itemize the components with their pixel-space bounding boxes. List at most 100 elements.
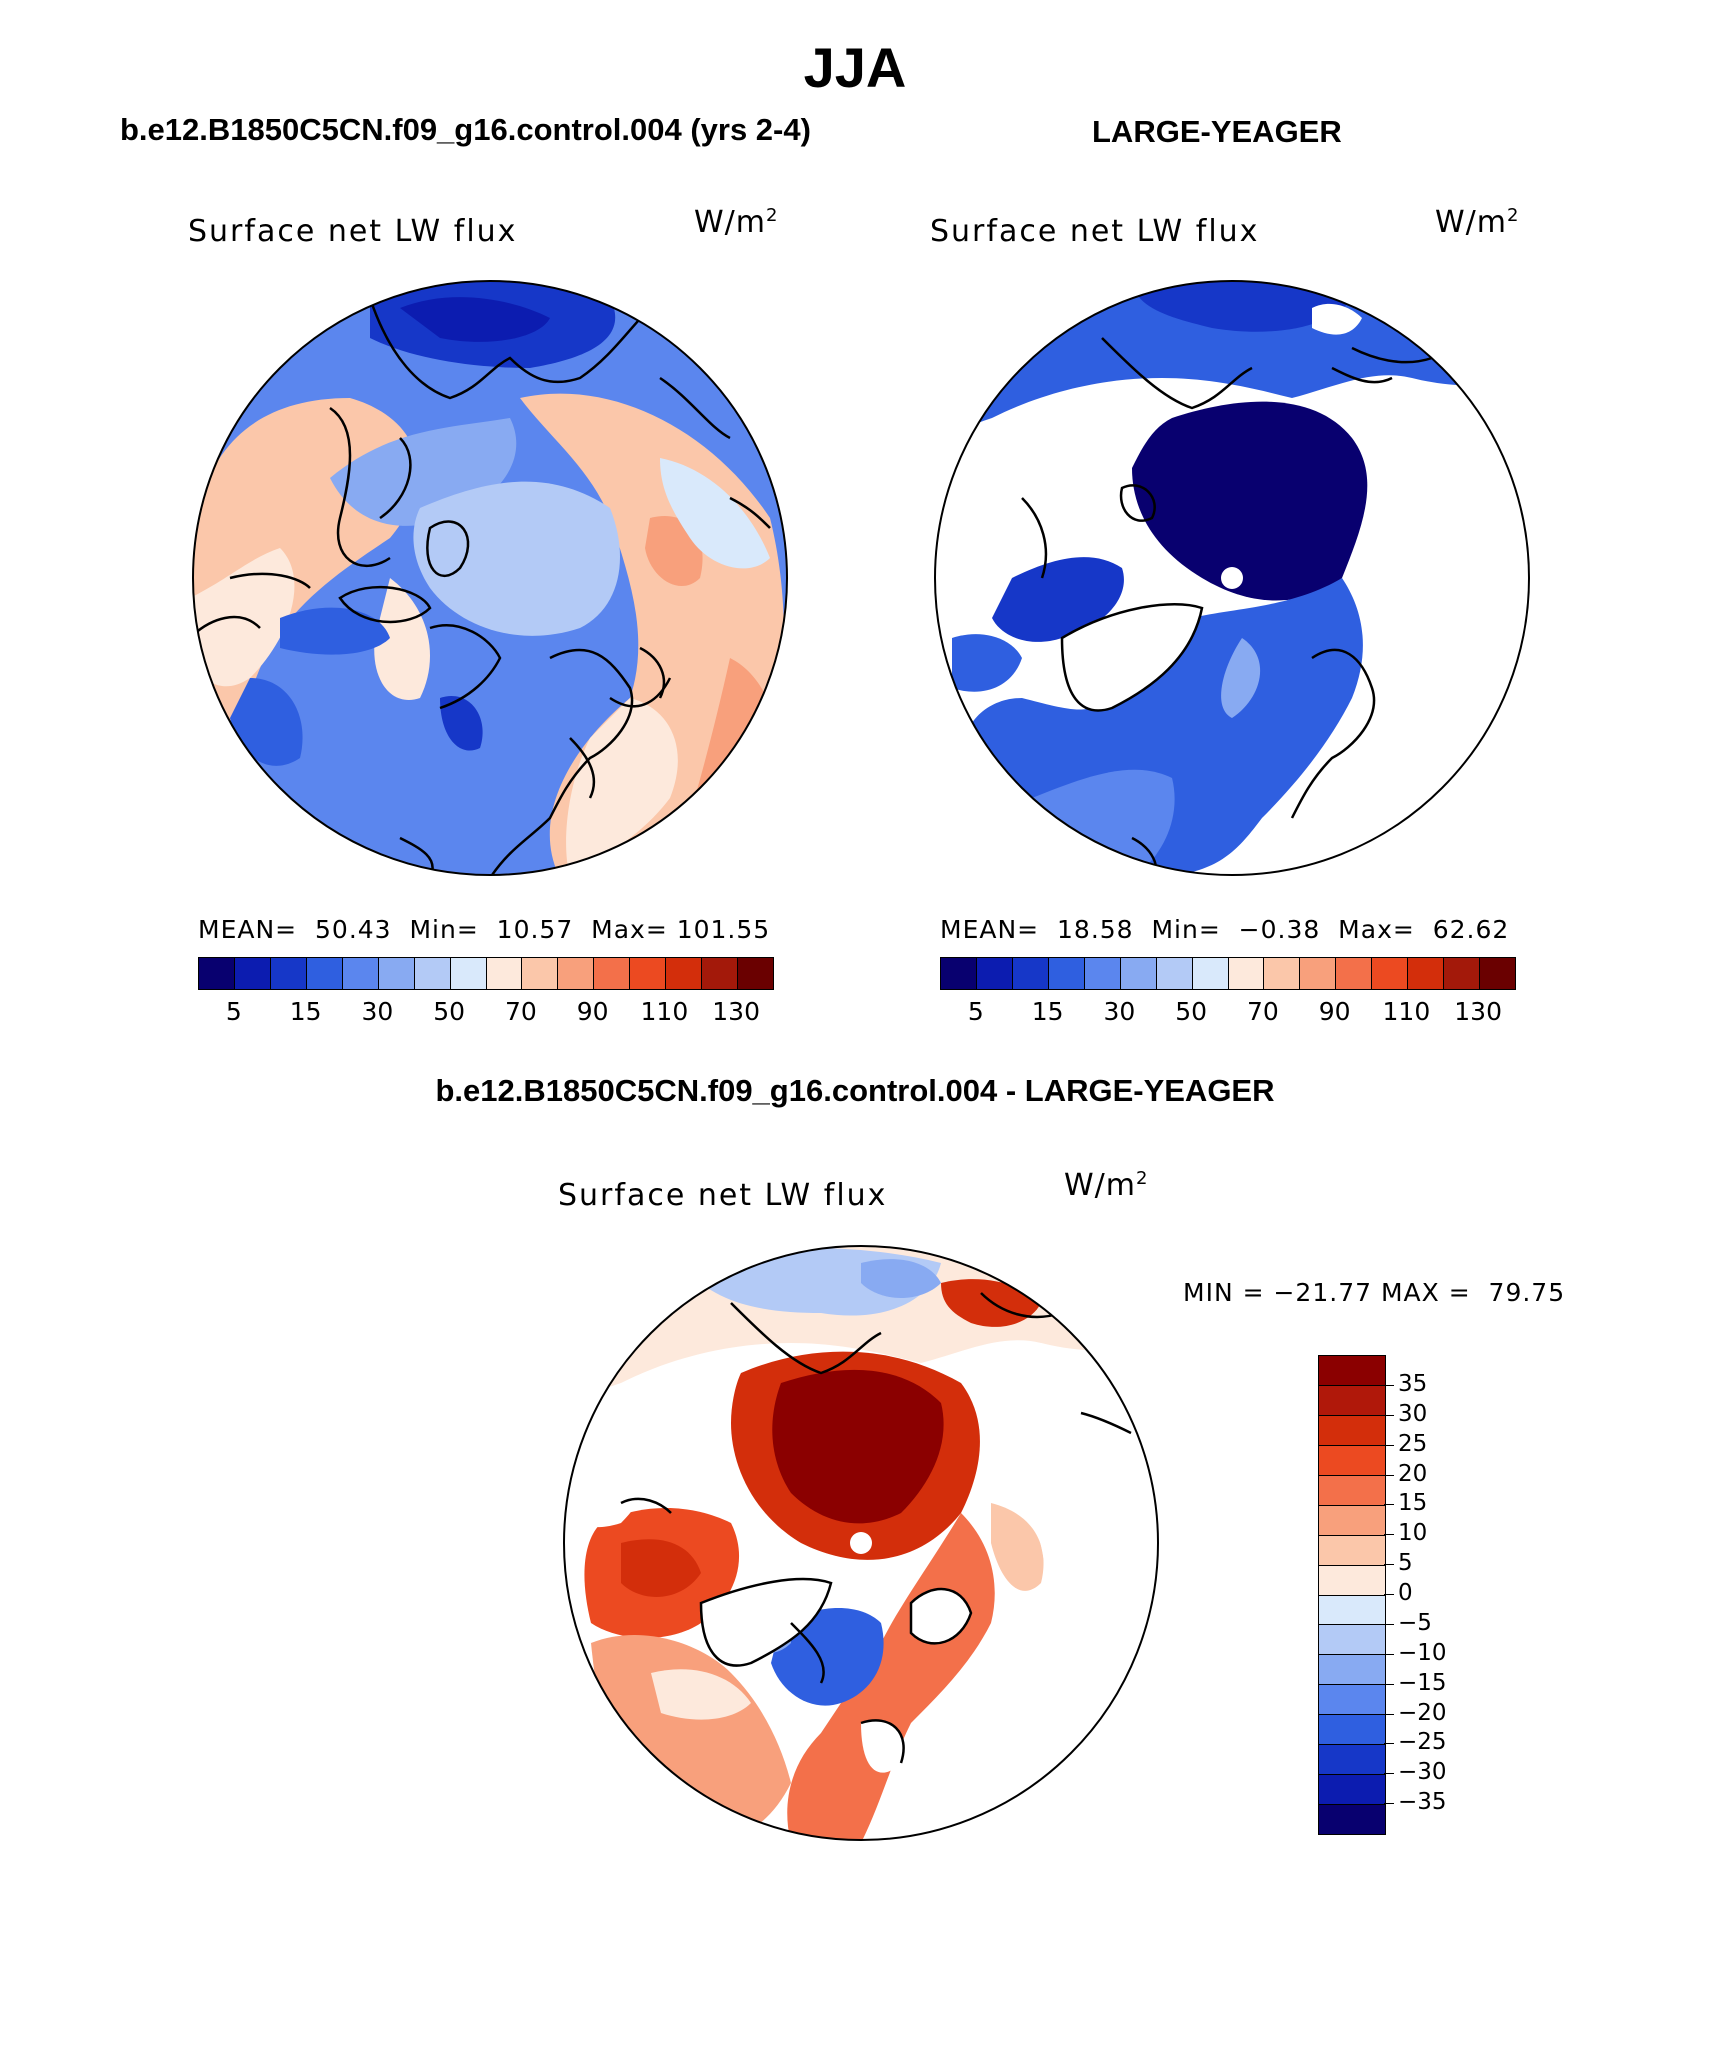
colorbar-swatch <box>1319 1715 1385 1746</box>
colorbar-swatch <box>1300 958 1337 989</box>
colorbar-swatch <box>1228 958 1265 989</box>
right-variable-label: Surface net LW flux <box>930 214 1260 249</box>
colorbar-tick-mark <box>1384 1683 1394 1685</box>
colorbar-swatch <box>1319 1595 1385 1626</box>
diff-colorbar-ticks: 35 30 25 20 15 10 5 0 −5 −10 −15 −20 −25 −30 −35 <box>1384 1355 1464 1833</box>
colorbar-swatch <box>522 958 559 989</box>
colorbar-swatch <box>270 958 307 989</box>
colorbar-tick-label: 5 <box>967 997 984 1026</box>
colorbar-tick-label: 5 <box>225 997 242 1026</box>
colorbar-swatch <box>414 958 451 989</box>
colorbar-swatch <box>702 958 739 989</box>
colorbar-tick-label: −35 <box>1398 1789 1447 1816</box>
colorbar-swatch <box>1264 958 1301 989</box>
colorbar-tick-label: 30 <box>1398 1400 1428 1427</box>
diff-units-label: W/m2 <box>1064 1168 1149 1203</box>
left-polar-map <box>192 280 788 876</box>
left-stats-label: MEAN= 50.43 Min= 10.57 Max= 101.55 <box>198 915 771 944</box>
colorbar-swatch <box>1480 958 1515 989</box>
colorbar-tick-label: 50 <box>433 997 466 1026</box>
left-units-label: W/m2 <box>694 205 779 240</box>
colorbar-tick-label: 30 <box>361 997 394 1026</box>
colorbar-swatch <box>666 958 703 989</box>
colorbar-tick-mark <box>1384 1594 1394 1595</box>
colorbar-swatch <box>1319 1385 1385 1416</box>
colorbar-tick-mark <box>1384 1564 1394 1566</box>
colorbar-tick-label: 90 <box>1318 997 1351 1026</box>
colorbar-swatch <box>941 958 977 989</box>
left-variable-label: Surface net LW flux <box>188 214 518 249</box>
colorbar-tick-mark <box>1384 1444 1394 1446</box>
colorbar-tick-label: 110 <box>1382 997 1431 1026</box>
colorbar-tick-label: 5 <box>1398 1550 1413 1577</box>
colorbar-tick-mark <box>1384 1773 1394 1775</box>
left-colorbar-ticks: 5 15 30 50 70 90 110 130 <box>198 997 772 1029</box>
right-colorbar-ticks: 5 15 30 50 70 90 110 130 <box>940 997 1514 1029</box>
colorbar-swatch <box>1319 1685 1385 1716</box>
colorbar-swatch <box>378 958 415 989</box>
colorbar-tick-label: 10 <box>1398 1520 1428 1547</box>
colorbar-swatch <box>1319 1505 1385 1536</box>
colorbar-tick-label: 30 <box>1103 997 1136 1026</box>
colorbar-swatch <box>1319 1775 1385 1806</box>
colorbar-tick-label: −5 <box>1398 1609 1432 1636</box>
diff-colorbar <box>1318 1355 1386 1835</box>
colorbar-swatch <box>1319 1475 1385 1506</box>
colorbar-tick-mark <box>1384 1534 1394 1536</box>
colorbar-swatch <box>1319 1535 1385 1566</box>
colorbar-tick-mark <box>1384 1623 1394 1625</box>
colorbar-swatch <box>1408 958 1445 989</box>
right-units-label: W/m2 <box>1435 205 1520 240</box>
right-colorbar <box>940 957 1516 990</box>
colorbar-tick-label: −20 <box>1398 1699 1447 1726</box>
colorbar-swatch <box>630 958 667 989</box>
colorbar-swatch <box>1319 1745 1385 1776</box>
colorbar-swatch <box>1319 1805 1385 1834</box>
colorbar-swatch <box>558 958 595 989</box>
colorbar-swatch <box>342 958 379 989</box>
colorbar-swatch <box>1319 1625 1385 1656</box>
colorbar-swatch <box>1319 1356 1385 1386</box>
colorbar-tick-label: 130 <box>712 997 760 1026</box>
colorbar-tick-label: 70 <box>1246 997 1279 1026</box>
right-polar-map <box>934 280 1530 876</box>
colorbar-swatch <box>738 958 773 989</box>
colorbar-swatch <box>1120 958 1157 989</box>
colorbar-tick-label: 0 <box>1398 1580 1413 1606</box>
colorbar-swatch <box>594 958 631 989</box>
colorbar-tick-mark <box>1384 1743 1394 1745</box>
colorbar-tick-label: 110 <box>640 997 689 1026</box>
colorbar-tick-label: 15 <box>1031 997 1064 1026</box>
colorbar-tick-label: −15 <box>1398 1669 1447 1696</box>
left-panel-title: b.e12.B1850C5CN.f09_g16.control.004 (yrs… <box>120 112 811 147</box>
colorbar-tick-label: 130 <box>1454 997 1502 1026</box>
colorbar-tick-mark <box>1384 1384 1394 1386</box>
colorbar-tick-label: 70 <box>504 997 537 1026</box>
colorbar-tick-mark <box>1384 1414 1394 1416</box>
colorbar-tick-mark <box>1384 1713 1394 1715</box>
diff-variable-label: Surface net LW flux <box>558 1178 888 1213</box>
colorbar-tick-label: −25 <box>1398 1729 1447 1756</box>
right-panel-title: LARGE-YEAGER <box>1092 114 1342 149</box>
colorbar-swatch <box>1319 1655 1385 1686</box>
colorbar-swatch <box>199 958 235 989</box>
colorbar-tick-mark <box>1384 1474 1394 1476</box>
diff-polar-map <box>563 1245 1159 1841</box>
colorbar-tick-mark <box>1384 1504 1394 1506</box>
diff-minmax-label: MIN = −21.77 MAX = 79.75 <box>1183 1278 1566 1307</box>
colorbar-tick-label: 90 <box>576 997 609 1026</box>
colorbar-tick-label: 50 <box>1175 997 1208 1026</box>
colorbar-tick-mark <box>1384 1653 1394 1655</box>
colorbar-swatch <box>1444 958 1481 989</box>
colorbar-swatch <box>1319 1445 1385 1476</box>
colorbar-swatch <box>450 958 487 989</box>
colorbar-swatch <box>1048 958 1085 989</box>
main-title: JJA <box>803 36 907 99</box>
colorbar-swatch <box>306 958 343 989</box>
colorbar-tick-label: 15 <box>1398 1490 1428 1517</box>
diff-panel-title: b.e12.B1850C5CN.f09_g16.control.004 - LA… <box>435 1073 1275 1108</box>
left-colorbar <box>198 957 774 990</box>
colorbar-swatch <box>1156 958 1193 989</box>
colorbar-swatch <box>1084 958 1121 989</box>
right-stats-label: MEAN= 18.58 Min= −0.38 Max= 62.62 <box>940 915 1510 944</box>
